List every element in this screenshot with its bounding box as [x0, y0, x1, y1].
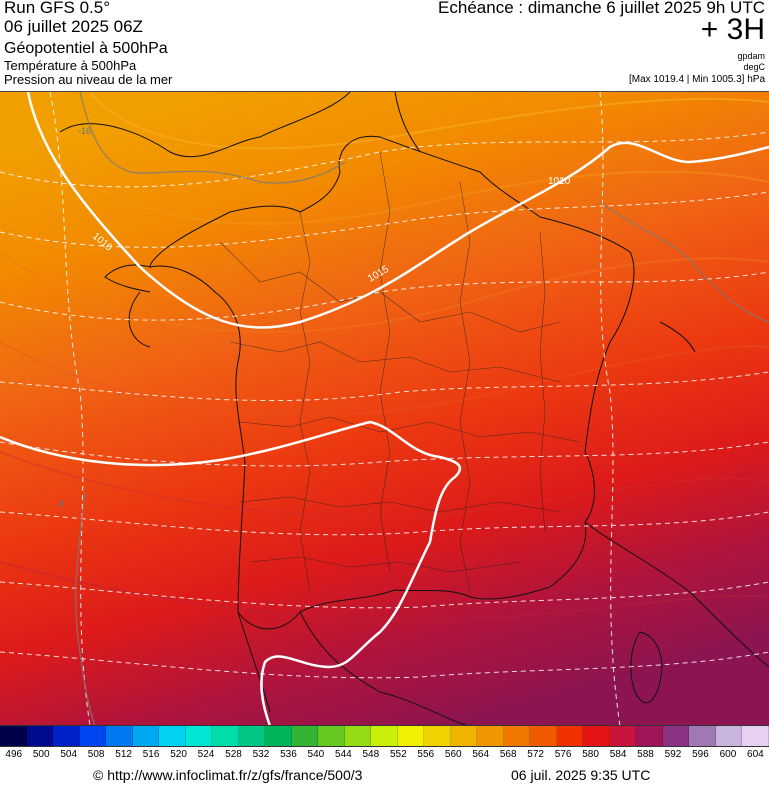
scale-label: 576 [554, 749, 572, 760]
scale-label: 520 [170, 749, 187, 760]
run-date: 06 juillet 2025 06Z [4, 17, 143, 36]
scale-label: 512 [115, 749, 132, 760]
isotherm-solid [75, 92, 769, 726]
color-scale-labels: 496 500 504 508 512 516 520 524 528 532 536 540 544 5… [0, 749, 769, 763]
scale-swatch [503, 726, 531, 746]
scale-label: 540 [307, 749, 325, 760]
scale-swatch [159, 726, 186, 746]
scale-swatch [636, 726, 663, 746]
scale-label: 592 [664, 749, 682, 760]
map-canvas: 1010 1010 1015 -16 -8 [0, 92, 769, 726]
scale-swatch [79, 726, 107, 746]
department-outlines [219, 151, 581, 593]
weather-map: 1010 1010 1015 -16 -8 [0, 91, 769, 726]
scale-label: 504 [60, 749, 78, 760]
scale-swatch [556, 726, 584, 746]
scale-swatch [265, 726, 292, 746]
scale-label: 536 [280, 749, 297, 760]
isobars [0, 92, 769, 726]
scale-swatch [212, 726, 239, 746]
scale-label: 508 [87, 749, 105, 760]
unit-degc: degC [743, 62, 765, 72]
scale-swatch [583, 726, 610, 746]
scale-label: 524 [197, 749, 215, 760]
scale-label: 600 [719, 749, 737, 760]
scale-swatch [318, 726, 345, 746]
scale-label: 588 [637, 749, 654, 760]
scale-label: 544 [335, 749, 352, 760]
scale-swatch [609, 726, 637, 746]
scale-label: 500 [32, 749, 50, 760]
pressure-range: [Max 1019.4 | Min 1005.3] hPa [628, 74, 765, 85]
scale-label: 556 [417, 749, 435, 760]
scale-swatch [450, 726, 478, 746]
scale-label: 568 [499, 749, 517, 760]
scale-swatch [477, 726, 504, 746]
geopotential-field [0, 92, 769, 726]
generated-date: 06 juil. 2025 9:35 UTC [511, 767, 651, 783]
country-outlines [59, 92, 769, 726]
scale-swatch [0, 726, 27, 746]
source-url[interactable]: © http://www.infoclimat.fr/z/gfs/france/… [93, 767, 363, 783]
scale-label: 548 [362, 749, 380, 760]
scale-swatch [662, 726, 690, 746]
forecast-time: Echéance : dimanche 6 juillet 2025 9h UT… [438, 0, 765, 17]
scale-swatch [185, 726, 213, 746]
scale-swatch [397, 726, 425, 746]
scale-label: 572 [527, 749, 544, 760]
scale-swatch [291, 726, 319, 746]
scale-label: 496 [5, 749, 23, 760]
field-temperature: Température à 500hPa [4, 58, 137, 73]
scale-swatch [106, 726, 133, 746]
scale-label: 516 [142, 749, 160, 760]
scale-swatch [26, 726, 54, 746]
scale-swatch [238, 726, 266, 746]
scale-label: 564 [472, 749, 490, 760]
scale-swatch [424, 726, 451, 746]
scale-swatch [53, 726, 80, 746]
unit-gpdam: gpdam [737, 51, 765, 61]
scale-label: 604 [747, 749, 764, 760]
field-geopotential: Géopotentiel à 500hPa [4, 40, 168, 57]
scale-label: 580 [582, 749, 599, 760]
run-title: Run GFS 0.5° [4, 0, 111, 17]
scale-label: 560 [444, 749, 462, 760]
isobar-label: 1010 [548, 176, 571, 187]
scale-swatch [742, 726, 769, 746]
scale-swatch [530, 726, 557, 746]
scale-swatch [715, 726, 743, 746]
scale-label: 596 [692, 749, 709, 760]
scale-label: 584 [609, 749, 627, 760]
field-pressure: Pression au niveau de la mer [4, 72, 173, 87]
isotherm-label: -16 [78, 126, 91, 136]
isotherms [0, 92, 769, 726]
scale-label: 528 [225, 749, 242, 760]
scale-swatch [689, 726, 716, 746]
color-scale [0, 725, 769, 747]
scale-label: 552 [389, 749, 407, 760]
isotherm-labels: -16 -8 [56, 126, 91, 509]
scale-label: 532 [252, 749, 270, 760]
scale-swatch [132, 726, 160, 746]
scale-swatch [344, 726, 372, 746]
forecast-offset: + 3H [700, 13, 765, 46]
isotherm-label: -8 [56, 499, 64, 509]
scale-swatch [371, 726, 398, 746]
